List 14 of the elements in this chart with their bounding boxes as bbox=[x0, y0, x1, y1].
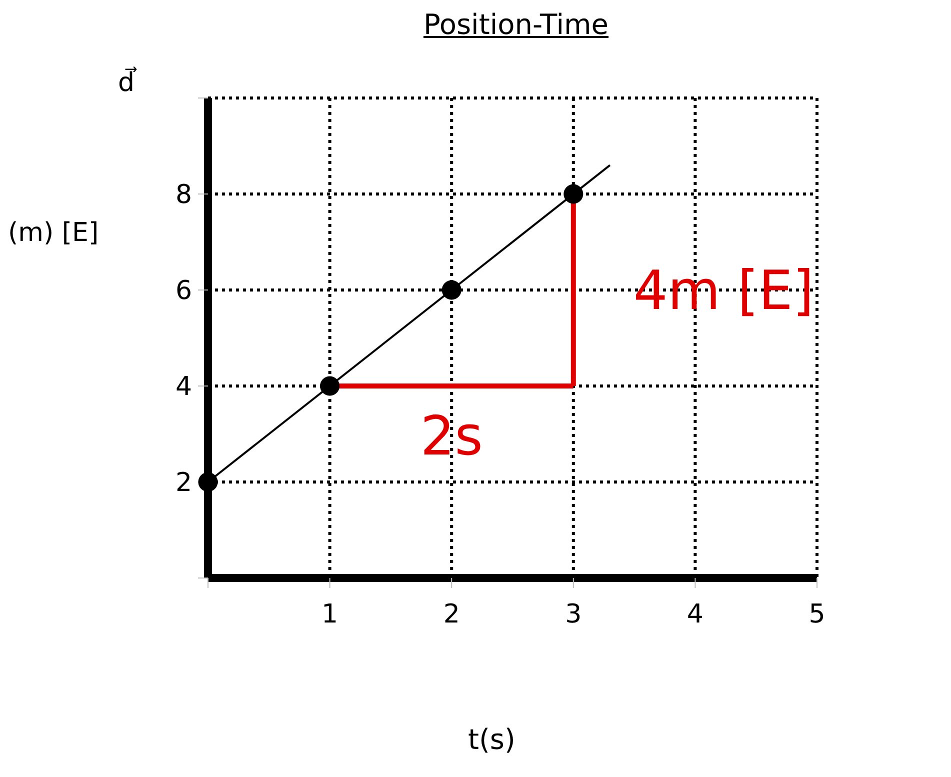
x-tick-label: 1 bbox=[322, 599, 338, 630]
chart-title: Position-Time bbox=[423, 8, 609, 41]
y-tick-label: 2 bbox=[175, 468, 192, 498]
x-tick-label: 3 bbox=[565, 599, 582, 630]
annotation: 4m [E] bbox=[633, 259, 814, 322]
text: d⃗ (m) [E] bbox=[8, 68, 135, 248]
x-tick-label: 2 bbox=[443, 599, 460, 630]
y-tick-label: 6 bbox=[175, 276, 192, 306]
x-tick-label: 5 bbox=[808, 599, 826, 630]
y-tick-label: 4 bbox=[175, 372, 192, 402]
x-tick-label: 4 bbox=[686, 599, 704, 630]
y-tick-label: 8 bbox=[175, 180, 192, 210]
x-axis-title: t(s) bbox=[468, 723, 516, 756]
annotation: 2s bbox=[420, 404, 483, 468]
